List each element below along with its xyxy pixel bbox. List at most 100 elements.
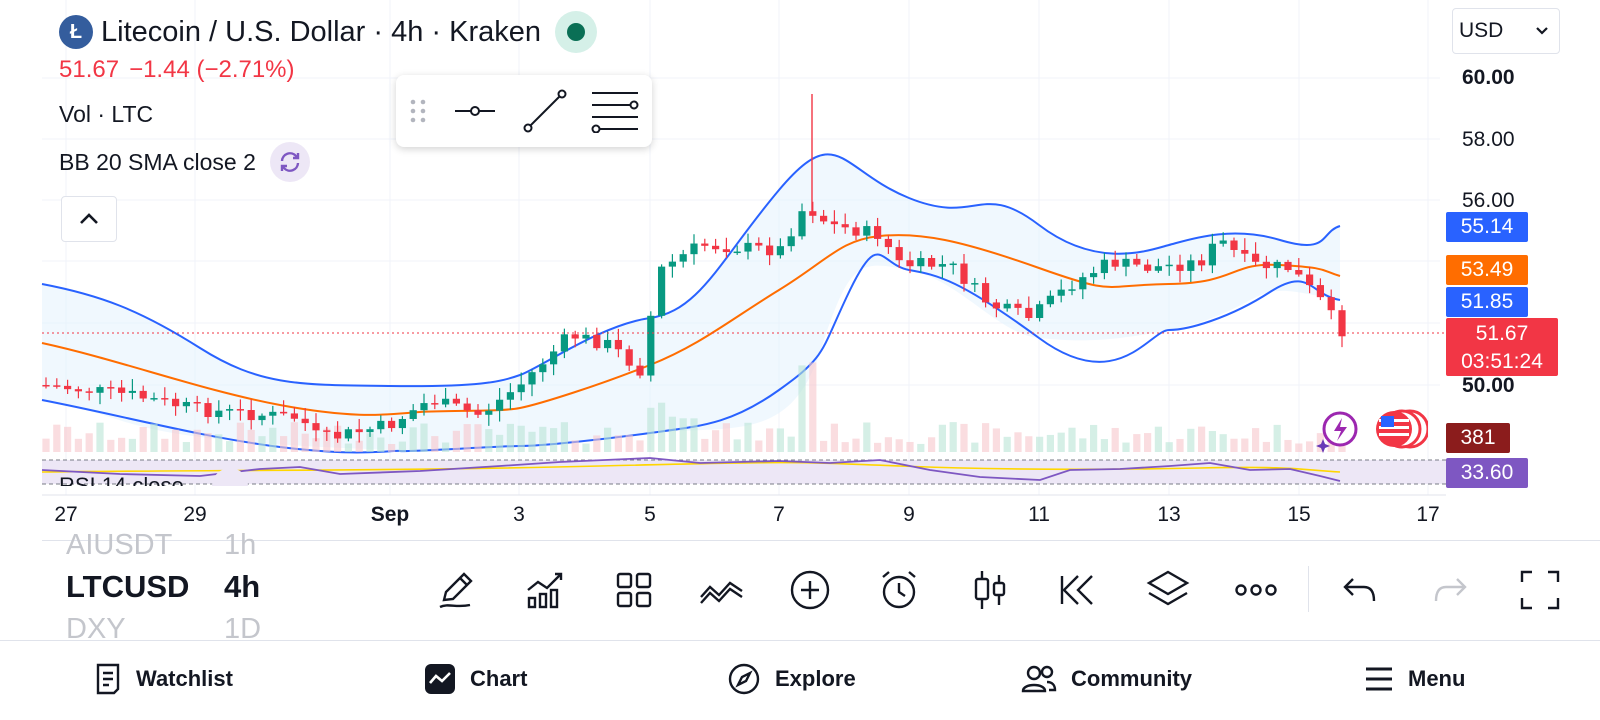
chart-type-button[interactable] bbox=[968, 568, 1012, 612]
volume-tag: 381 bbox=[1446, 423, 1510, 453]
price-axis-label: 58.00 bbox=[1462, 128, 1515, 151]
nav-menu[interactable]: Menu bbox=[1364, 657, 1465, 701]
volume-bar bbox=[1068, 427, 1076, 452]
volume-bar bbox=[1306, 441, 1314, 452]
volume-bar bbox=[593, 435, 601, 452]
volume-bar bbox=[744, 422, 752, 452]
price-chart[interactable] bbox=[0, 0, 1600, 540]
candle-body bbox=[982, 283, 990, 303]
replay-button[interactable] bbox=[1056, 568, 1100, 612]
symbol-picker-prev[interactable]: AIUSDT 1h bbox=[66, 528, 296, 566]
chart-area[interactable]: Ł Litecoin / U.S. Dollar · 4h · Kraken 5… bbox=[0, 0, 1600, 540]
volume-bar bbox=[830, 423, 838, 452]
volume-bar bbox=[312, 438, 320, 452]
economic-event-icon[interactable] bbox=[1314, 409, 1362, 457]
picker-symbol: AIUSDT bbox=[66, 528, 173, 561]
bb-indicator-label[interactable]: BB 20 SMA close 2 bbox=[59, 142, 597, 182]
add-symbol-button[interactable] bbox=[788, 568, 832, 612]
time-axis-label: 29 bbox=[183, 503, 207, 526]
candle-body bbox=[1079, 277, 1087, 290]
candle-body bbox=[269, 411, 277, 416]
volume-bar bbox=[614, 435, 622, 452]
volume-label-text: Vol · LTC bbox=[59, 100, 154, 127]
volume-bar bbox=[766, 428, 774, 452]
candle-body bbox=[53, 385, 61, 387]
us-flag-events-icon[interactable] bbox=[1372, 407, 1430, 451]
candle-body bbox=[1252, 253, 1260, 262]
nav-label: Community bbox=[1071, 666, 1192, 691]
volume-bar bbox=[182, 442, 190, 452]
candle-body bbox=[1144, 264, 1152, 271]
indicators-button[interactable] bbox=[523, 568, 567, 612]
fullscreen-button[interactable] bbox=[1518, 568, 1562, 612]
nav-explore[interactable]: Explore bbox=[727, 657, 856, 701]
symbol-picker-next[interactable]: DXY 1D bbox=[66, 608, 296, 641]
candle-body bbox=[1273, 261, 1281, 269]
candle-body bbox=[1003, 303, 1011, 309]
candle-body bbox=[74, 389, 82, 392]
symbol-picker-current[interactable]: LTCUSD 4h bbox=[66, 566, 296, 608]
candle-body bbox=[1316, 285, 1324, 298]
candle-body bbox=[895, 247, 903, 261]
candle-body bbox=[431, 403, 439, 405]
volume-bar bbox=[712, 430, 720, 452]
more-button[interactable] bbox=[1234, 568, 1278, 612]
candle-body bbox=[1046, 295, 1054, 305]
currency-select[interactable]: USD bbox=[1452, 8, 1560, 54]
price-change: −1.44 (−2.71%) bbox=[129, 56, 295, 83]
rsi-indicator-label[interactable]: RSI 14 close bbox=[59, 473, 184, 486]
volume-bar bbox=[226, 441, 234, 452]
alert-button[interactable] bbox=[877, 568, 921, 612]
candle-body bbox=[1208, 243, 1216, 266]
community-icon bbox=[1021, 664, 1057, 694]
candle-body bbox=[614, 339, 622, 350]
time-axis-label: 7 bbox=[773, 503, 785, 526]
drag-handle-icon[interactable] bbox=[396, 98, 440, 124]
candle-body bbox=[528, 372, 536, 385]
object-tree-button[interactable] bbox=[1146, 568, 1190, 612]
candle-body bbox=[280, 411, 288, 414]
volume-indicator-label[interactable]: Vol · LTC bbox=[59, 98, 597, 130]
alert-icon bbox=[882, 571, 916, 609]
candle-body bbox=[820, 215, 828, 222]
last-price-tag: 51.67 03:51:24 bbox=[1446, 318, 1558, 376]
candle-body bbox=[917, 258, 925, 267]
nav-community[interactable]: Community bbox=[1021, 657, 1192, 701]
nav-chart[interactable]: Chart bbox=[424, 657, 527, 701]
symbol-title[interactable]: Litecoin / U.S. Dollar · 4h · Kraken bbox=[101, 15, 542, 48]
collapse-legend-button[interactable] bbox=[61, 196, 117, 242]
horizontal-line-tool[interactable] bbox=[440, 81, 510, 141]
volume-bar bbox=[884, 437, 892, 452]
volume-bar bbox=[982, 423, 990, 452]
rsi-refresh-icon[interactable] bbox=[212, 468, 248, 486]
trend-line-tool[interactable] bbox=[510, 81, 580, 141]
redo-button[interactable] bbox=[1428, 568, 1472, 612]
volume-bar bbox=[1262, 441, 1270, 452]
price-axis-label: 50.00 bbox=[1462, 374, 1515, 397]
volume-bar bbox=[366, 433, 374, 452]
time-axis-label: 3 bbox=[513, 503, 525, 526]
bb-lower-tag: 51.85 bbox=[1446, 287, 1528, 317]
drawing-tools-button[interactable] bbox=[434, 568, 478, 612]
time-axis-label: 15 bbox=[1287, 503, 1311, 526]
more-icon bbox=[1235, 584, 1277, 596]
symbol-picker[interactable]: AIUSDT 1h LTCUSD 4h DXY 1D bbox=[66, 528, 296, 641]
layout-button[interactable] bbox=[612, 568, 656, 612]
compare-button[interactable] bbox=[697, 568, 747, 612]
market-status-icon[interactable] bbox=[555, 11, 598, 53]
last-price: 51.67 bbox=[59, 56, 120, 83]
candle-body bbox=[139, 390, 147, 399]
refresh-icon[interactable] bbox=[269, 142, 310, 182]
undo-button[interactable] bbox=[1338, 568, 1382, 612]
volume-bar bbox=[690, 418, 698, 452]
nav-watchlist[interactable]: Watchlist bbox=[94, 657, 233, 701]
candle-body bbox=[884, 238, 892, 248]
fib-tool[interactable] bbox=[580, 81, 650, 141]
bb-label-text: BB 20 SMA close 2 bbox=[59, 148, 256, 175]
volume-bar bbox=[139, 426, 147, 452]
picker-symbol: DXY bbox=[66, 612, 126, 641]
candle-body bbox=[226, 409, 234, 411]
volume-bar bbox=[560, 422, 568, 452]
compare-icon bbox=[700, 581, 743, 604]
compass-icon bbox=[727, 662, 761, 696]
